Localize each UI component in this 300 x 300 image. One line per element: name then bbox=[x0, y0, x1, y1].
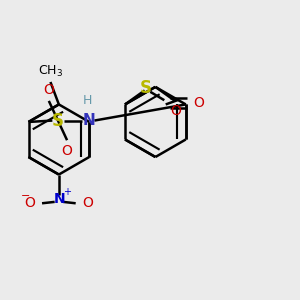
Text: N: N bbox=[82, 113, 95, 128]
Text: S: S bbox=[52, 112, 64, 130]
Text: O: O bbox=[170, 104, 181, 118]
Text: O: O bbox=[194, 96, 205, 110]
Text: O: O bbox=[83, 196, 94, 210]
Text: N: N bbox=[54, 192, 65, 206]
Text: S: S bbox=[140, 79, 152, 97]
Text: +: + bbox=[63, 187, 71, 197]
Text: −: − bbox=[20, 191, 30, 201]
Text: O: O bbox=[24, 196, 35, 210]
Text: CH$_3$: CH$_3$ bbox=[38, 64, 63, 79]
Text: O: O bbox=[44, 83, 54, 97]
Text: H: H bbox=[83, 94, 92, 106]
Text: O: O bbox=[61, 144, 73, 158]
